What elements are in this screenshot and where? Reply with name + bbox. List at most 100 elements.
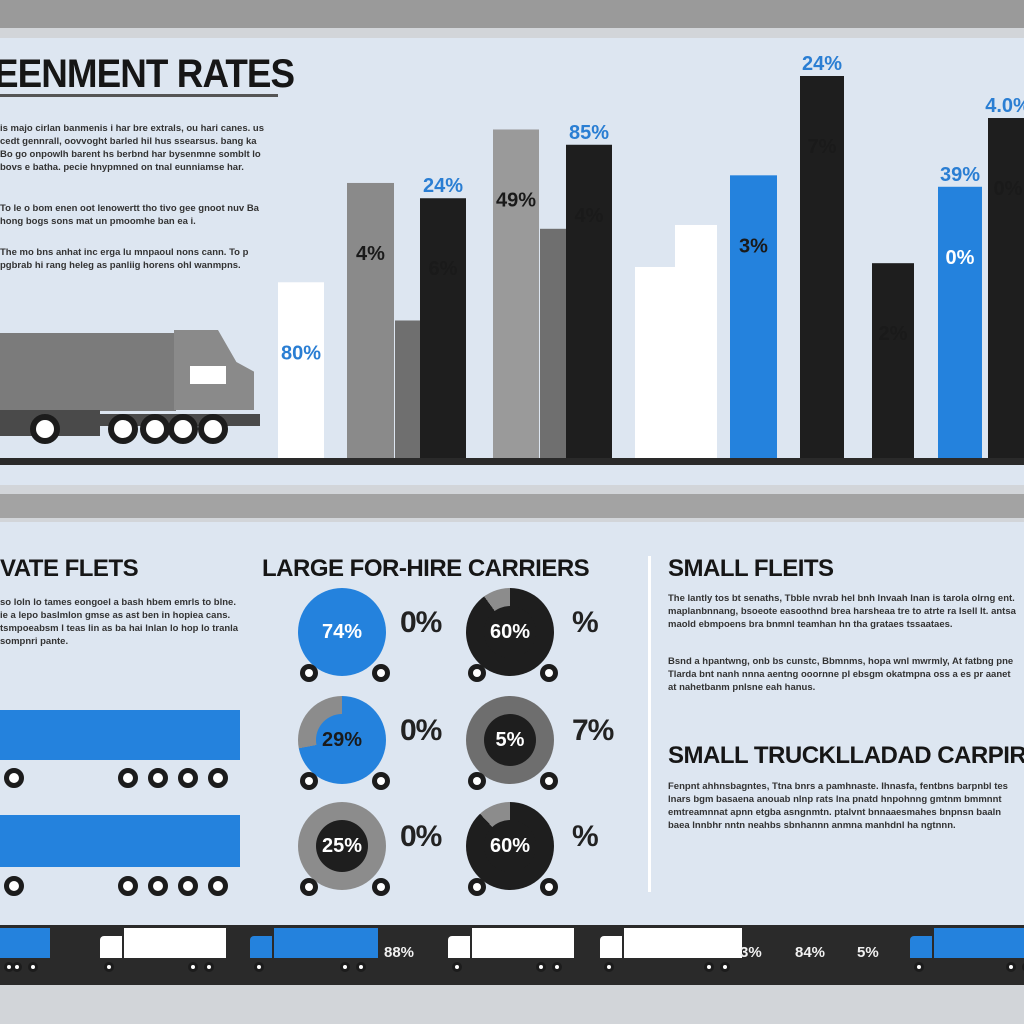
bar-4 — [420, 198, 466, 459]
strip-truck-wheel — [552, 962, 562, 972]
bar-label: 49% — [496, 189, 536, 211]
private-fleet-wheel — [178, 876, 198, 896]
bar-top-label: 24% — [802, 53, 842, 75]
small-fleets-title: SMALL FLEITS — [668, 555, 834, 582]
bar-8 — [635, 267, 675, 458]
truck-wheel — [140, 414, 170, 444]
donut-percent: % — [572, 606, 599, 639]
donut-percent: 7% — [572, 714, 614, 747]
bar-13 — [938, 186, 982, 458]
private-fleets-text: so loln lo tames eongoel a bash hbem emr… — [0, 597, 239, 647]
donut-percent: 0% — [400, 714, 442, 747]
truck-trailer — [0, 333, 176, 411]
truck-wheel — [198, 414, 228, 444]
donut-value: 25% — [316, 820, 368, 872]
bar-5 — [493, 129, 539, 458]
donut-marker — [372, 878, 390, 896]
donut-marker — [468, 664, 486, 682]
strip-truck-trailer — [472, 928, 574, 958]
bar-1 — [278, 282, 324, 458]
private-fleet-wheel — [148, 876, 168, 896]
strip-truck-wheel — [254, 962, 264, 972]
strip-truck-wheel — [720, 962, 730, 972]
intro-paragraph-2: To le o bom enen oot lenowertt tho tivo … — [0, 203, 259, 227]
donut-right-3: 60% — [466, 802, 554, 890]
strip-truck-wheel — [12, 962, 22, 972]
private-fleet-wheel — [118, 768, 138, 788]
donut-marker — [468, 772, 486, 790]
strip-truck-wheel — [1022, 962, 1024, 972]
private-fleet-trailer-1 — [0, 710, 240, 760]
truck-window — [190, 366, 226, 384]
private-fleet-wheel — [178, 768, 198, 788]
strip-truck-wheel — [104, 962, 114, 972]
intro-paragraph-3: The mo bns anhat inc erga lu mnpaoul non… — [0, 247, 249, 271]
private-fleet-wheel — [208, 768, 228, 788]
strip-truck-cab — [100, 936, 122, 958]
strip-truck-wheel — [914, 962, 924, 972]
strip-truck-cab — [448, 936, 470, 958]
bar-label: 3% — [739, 235, 768, 257]
bar-top-label: 39% — [940, 164, 980, 186]
donut-left-1: 74% — [298, 588, 386, 676]
private-fleets-title: VATE FLETS — [0, 555, 139, 582]
donut-marker — [468, 878, 486, 896]
bar-top-label: 4.0% — [985, 95, 1024, 117]
strip-truck-wheel — [1006, 962, 1016, 972]
donut-marker — [300, 772, 318, 790]
rates-panel: EENMENT RATES is majo cirlan banmenis i … — [0, 38, 1024, 485]
strip-truck-wheel — [340, 962, 350, 972]
donut-percent: % — [572, 820, 599, 853]
strip-truck-trailer — [624, 928, 742, 958]
donut-percent: 0% — [400, 606, 442, 639]
donut-percent: 0% — [400, 820, 442, 853]
strip-label: 5% — [857, 944, 879, 961]
strip-truck-trailer — [934, 928, 1024, 958]
strip-truck-cab — [250, 936, 272, 958]
donut-marker — [372, 664, 390, 682]
strip-truck-5 — [600, 928, 744, 978]
bar-14 — [988, 118, 1024, 459]
bar-label: 6% — [429, 258, 458, 280]
donut-left-2: 29% — [298, 696, 386, 784]
bar-7 — [566, 144, 612, 458]
bar-label: 7% — [808, 136, 837, 158]
column-divider — [648, 556, 651, 892]
strip-truck-wheel — [356, 962, 366, 972]
strip-truck-wheel — [28, 962, 38, 972]
bar-label: 4% — [356, 243, 385, 265]
bar-10 — [730, 175, 777, 458]
strip-truck-trailer — [274, 928, 378, 958]
donut-marker — [300, 664, 318, 682]
private-fleet-wheel — [118, 876, 138, 896]
strip-truck-6 — [910, 928, 1024, 978]
bar-top-label: 24% — [423, 175, 463, 197]
small-truckload-title: SMALL TRUCKLLADAD CARPIRS A — [668, 742, 1024, 769]
strip-truck-4 — [448, 928, 576, 978]
bar-12 — [872, 263, 914, 458]
strip-truck-cab — [910, 936, 932, 958]
donut-value: 60% — [484, 606, 536, 658]
donut-marker — [540, 664, 558, 682]
donut-value: 29% — [316, 714, 368, 766]
section-divider — [0, 494, 1024, 518]
bar-label: 4% — [575, 205, 604, 227]
donut-marker — [372, 772, 390, 790]
private-fleet-wheel — [4, 876, 24, 896]
strip-truck-3 — [250, 928, 380, 978]
private-fleet-wheel — [4, 768, 24, 788]
private-fleet-trailer-2 — [0, 815, 240, 867]
private-fleet-wheel — [148, 768, 168, 788]
strip-truck-wheel — [452, 962, 462, 972]
large-carriers-title: LARGE FOR-HIRE CARRIERS — [262, 555, 590, 582]
bar-label: 80% — [281, 342, 321, 364]
strip-truck-trailer — [0, 928, 50, 958]
strip-truck-wheel — [188, 962, 198, 972]
bar-6 — [540, 228, 567, 458]
truck-wheel — [108, 414, 138, 444]
strip-truck-1 — [0, 928, 76, 978]
chart-baseline — [0, 458, 1024, 465]
bar-chart: 80% 4% 6% 49% 4% 3% 7% 2% 0% 0% 24% 85% 24% 39% 4.0% — [0, 53, 1024, 465]
bar-label: 0% — [994, 178, 1023, 200]
chart-title: EENMENT RATES — [0, 52, 295, 96]
